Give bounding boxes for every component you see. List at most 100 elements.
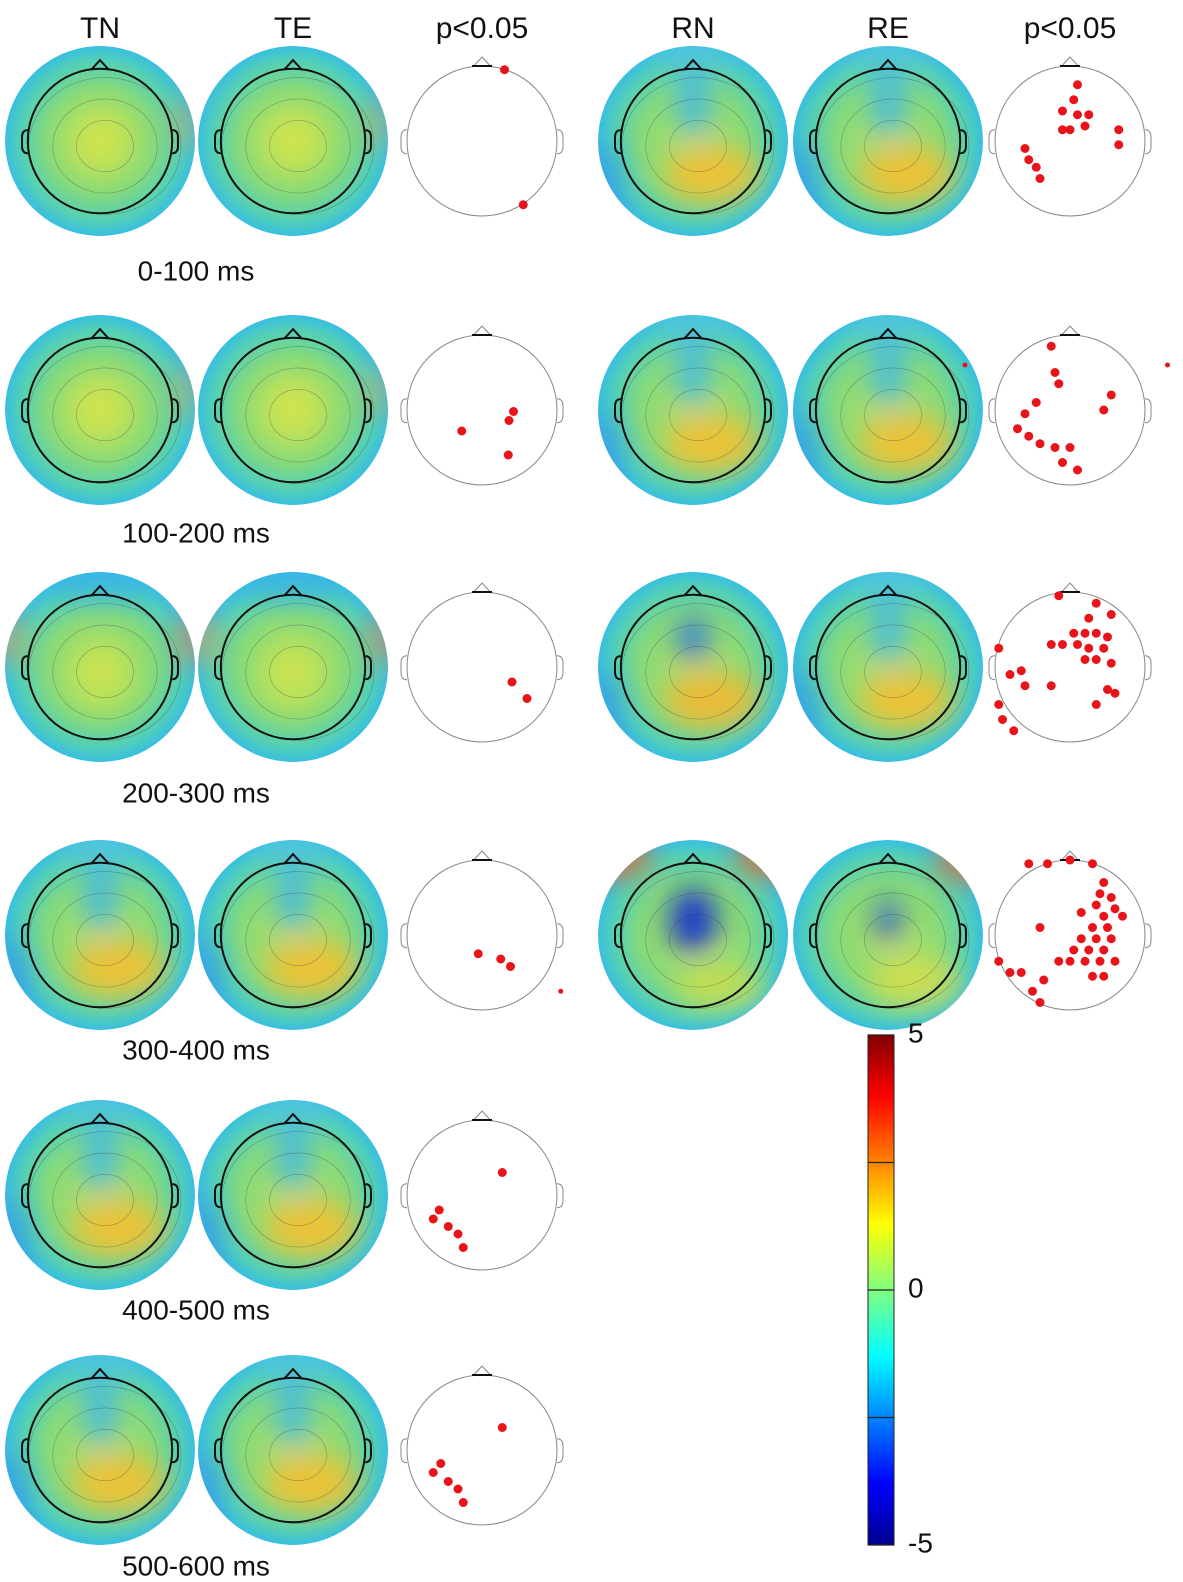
head-outline	[994, 65, 1146, 217]
sig-dot	[1099, 878, 1109, 887]
sig-dot	[1103, 632, 1112, 642]
contour	[269, 389, 327, 441]
contour	[28, 871, 182, 1009]
contour	[816, 603, 970, 741]
sig-dot	[1035, 439, 1045, 449]
nose	[472, 1110, 492, 1122]
contour	[269, 1174, 327, 1226]
blob	[52, 1355, 148, 1374]
contour	[621, 871, 775, 1009]
head-outline	[994, 859, 1146, 1011]
sig-dot	[1050, 443, 1060, 452]
ear	[809, 655, 816, 681]
contour	[645, 367, 751, 463]
contour	[645, 98, 751, 194]
blob	[66, 643, 134, 710]
sig-dot	[1058, 458, 1067, 467]
colorbar-tick-label: 5	[908, 1017, 924, 1048]
nose	[472, 1365, 492, 1377]
blob	[669, 887, 717, 954]
ear	[400, 1438, 408, 1464]
sig-dot	[1073, 640, 1082, 649]
ear	[172, 1183, 179, 1209]
ear	[21, 398, 28, 424]
contour	[221, 1386, 375, 1524]
blob	[859, 145, 955, 203]
nose	[1060, 850, 1080, 862]
sig-dot	[1035, 923, 1045, 932]
blob	[236, 572, 350, 601]
head-outline	[406, 334, 558, 486]
blob	[840, 572, 936, 591]
contour	[221, 1131, 375, 1269]
sig-dot	[1054, 379, 1064, 389]
sig-dot	[497, 1423, 507, 1432]
nose	[683, 327, 703, 340]
sig-dot	[1069, 945, 1079, 955]
blob	[245, 1100, 341, 1119]
ear	[365, 1183, 372, 1209]
sig-dot	[1065, 855, 1075, 865]
topomap	[598, 46, 788, 236]
sig-dot	[1020, 681, 1030, 691]
blob	[275, 1364, 311, 1450]
sig-dot	[1106, 390, 1116, 400]
sig-dot	[1054, 956, 1064, 966]
ear	[1144, 129, 1152, 155]
sig-dot	[1103, 923, 1112, 932]
blobs	[198, 572, 388, 710]
ear	[988, 129, 996, 155]
contour	[76, 120, 134, 172]
nose	[472, 56, 492, 68]
ear	[614, 398, 621, 424]
head-outline	[406, 1119, 558, 1271]
head-outline	[26, 861, 174, 1009]
sig-dot	[1088, 923, 1097, 932]
blob	[735, 840, 788, 878]
sig-dot	[1031, 398, 1041, 407]
blob	[664, 145, 760, 203]
blob	[275, 1109, 311, 1195]
ear	[556, 1438, 564, 1464]
contour	[269, 1429, 327, 1481]
ear	[765, 398, 772, 424]
sig-dot	[1110, 956, 1120, 966]
row-label: 500-600 ms	[122, 1550, 270, 1581]
sig-dot	[1069, 628, 1079, 638]
sig-dot	[1058, 640, 1067, 649]
sig-dot	[1118, 911, 1127, 921]
ear	[172, 923, 179, 949]
sig-dot	[1043, 859, 1052, 869]
sig-dot	[1110, 904, 1120, 914]
ear	[21, 129, 28, 155]
ear	[960, 398, 967, 424]
ear	[556, 398, 564, 424]
sig-dot	[1035, 998, 1045, 1007]
sig-dot	[443, 1477, 453, 1486]
row-label: 300-400 ms	[122, 1034, 270, 1065]
sig-dot	[1110, 688, 1120, 698]
head-outline	[994, 334, 1146, 486]
ear	[556, 129, 564, 155]
head-outline	[406, 65, 558, 217]
contour	[645, 892, 751, 988]
ear	[988, 923, 996, 949]
nose	[878, 327, 898, 340]
sig-dot	[1073, 465, 1082, 475]
row-label: 400-500 ms	[122, 1294, 270, 1325]
blob	[82, 849, 118, 935]
sig-dot	[1073, 110, 1082, 120]
sig-dot	[503, 450, 513, 460]
row-label: 100-200 ms	[122, 517, 270, 548]
blob	[598, 410, 622, 505]
nose	[472, 850, 492, 862]
blob	[82, 1364, 118, 1450]
blob	[645, 46, 741, 65]
blob	[840, 46, 936, 65]
sig-dot	[962, 362, 968, 368]
topomap	[5, 1355, 195, 1545]
head-outline	[619, 593, 767, 741]
topomap	[198, 315, 388, 505]
head-outline	[219, 593, 367, 741]
